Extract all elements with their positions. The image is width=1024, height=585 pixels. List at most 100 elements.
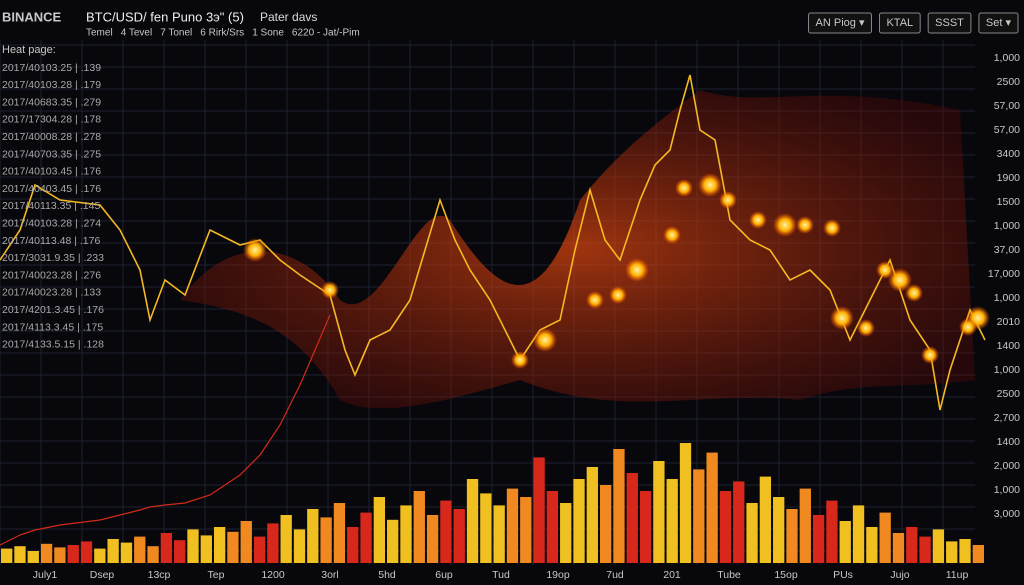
side-row: 2017/40023.28 | .133 [2, 287, 101, 299]
volume-bar [134, 536, 146, 563]
volume-bar [626, 473, 638, 563]
heat-dot [243, 238, 267, 262]
side-row: 2017/40113.48 | .176 [2, 235, 100, 247]
volume-bar [147, 546, 159, 563]
volume-bar [373, 497, 386, 563]
volume-bar [480, 493, 492, 563]
button-label[interactable]: KTAL [886, 17, 913, 29]
volume-bar [253, 536, 266, 563]
volume-bar [94, 548, 106, 563]
legend-item: 4 Tevel [121, 28, 153, 39]
price-line [0, 314, 331, 546]
button-frame[interactable] [978, 12, 1019, 34]
symbol: BTC/USD/ fen Puno 3э" (5) [86, 9, 244, 24]
x-tick-label: 11up [946, 569, 969, 581]
volume-bar [506, 488, 519, 563]
side-row: 2017/4133.5.15 | .128 [2, 339, 104, 351]
volume-bar [653, 461, 665, 563]
volume-bar [200, 535, 212, 563]
button-label[interactable]: Set ▾ [986, 17, 1012, 29]
volume-bar [227, 531, 239, 563]
volume-bar [639, 491, 652, 563]
volume-bar [839, 521, 851, 563]
button[interactable]: SSST [927, 12, 972, 34]
legend-item: 7 Tonel [160, 28, 192, 39]
side-row: 2017/40683.35 | .279 [2, 96, 101, 108]
volume-bar [613, 449, 625, 563]
axis-label: 57,00 [994, 100, 1020, 112]
volume-bar [293, 529, 306, 563]
heat-dot [663, 226, 681, 244]
period: Pater davs [260, 10, 317, 24]
heat-dot [921, 346, 939, 364]
axis-label: 1,000 [994, 52, 1020, 64]
volume-bar [546, 491, 559, 563]
heat-dot [888, 268, 912, 292]
axis-label: 2500 [997, 388, 1021, 400]
volume-bar [946, 541, 958, 563]
volume-bar [1, 548, 13, 563]
button[interactable]: Set ▾ [978, 12, 1019, 34]
axis-label: 2,700 [994, 412, 1020, 424]
button-frame[interactable] [878, 12, 921, 34]
legend-item: 6220 - Jat/-Pim [292, 28, 360, 39]
side-title: Heat page: [2, 44, 56, 56]
x-tick-label: 3orl [321, 569, 339, 581]
volume-bar [80, 541, 93, 563]
volume-bar [160, 533, 173, 563]
volume-bar [866, 527, 878, 563]
heat-dot [586, 291, 604, 309]
volume-bar [879, 512, 891, 563]
button-label[interactable]: SSST [935, 17, 964, 29]
side-row: 2017/40103.28 | .179 [2, 79, 101, 91]
x-tick-label: 201 [663, 569, 681, 581]
volume-bar [174, 540, 186, 563]
volume-bar [533, 457, 545, 563]
volume-bar [67, 545, 79, 563]
heat-dot [609, 286, 627, 304]
side-row: 2017/40103.25 | .139 [2, 62, 101, 74]
volume-bar [892, 533, 905, 563]
x-tick-label: 7ud [606, 569, 624, 581]
axis-label: 3400 [997, 148, 1021, 160]
side-row: 2017/40103.28 | .274 [2, 217, 101, 229]
x-tick-label: Jujo [890, 569, 909, 581]
volume-bar [906, 527, 918, 563]
volume-bar [520, 497, 532, 563]
side-row: 2017/40703.35 | .275 [2, 148, 101, 160]
button-frame[interactable] [808, 12, 872, 34]
volume-bar [466, 479, 479, 563]
volume-bar [213, 527, 226, 563]
volume-bar [267, 523, 279, 563]
volume-bar [54, 547, 66, 563]
x-tick-label: 13cp [148, 569, 171, 581]
button-label[interactable]: AN Piog ▾ [816, 17, 865, 29]
volume-bar [746, 503, 758, 563]
heat-dot [719, 191, 737, 209]
axis-label: 1,000 [994, 292, 1020, 304]
volume-bar [120, 542, 133, 563]
heat-dot [675, 179, 693, 197]
volume-bar [666, 479, 678, 563]
volume-bar [919, 536, 931, 563]
x-tick-label: Dsep [90, 569, 115, 581]
button-frame[interactable] [927, 12, 972, 34]
volume-bar [586, 467, 598, 563]
axis-label: 1400 [997, 436, 1021, 448]
side-row: 2017/40103.45 | .176 [2, 166, 101, 178]
legend-item: Temel [86, 28, 113, 39]
axis-label: 57,00 [994, 124, 1020, 136]
button[interactable]: KTAL [878, 12, 921, 34]
volume-bar [786, 509, 798, 563]
legend-item: 6 Rirk/Srs [200, 28, 244, 39]
volume-bar [826, 500, 838, 563]
heat-dot [830, 306, 854, 330]
heat-dot [905, 284, 923, 302]
x-tick-label: Tube [717, 569, 741, 581]
button[interactable]: AN Piog ▾ [808, 12, 872, 34]
volume-bar [320, 517, 332, 563]
volume-bar [413, 491, 425, 563]
volume-bar [453, 509, 465, 563]
volume-bar [400, 505, 412, 563]
x-tick-label: 19op [546, 569, 570, 581]
